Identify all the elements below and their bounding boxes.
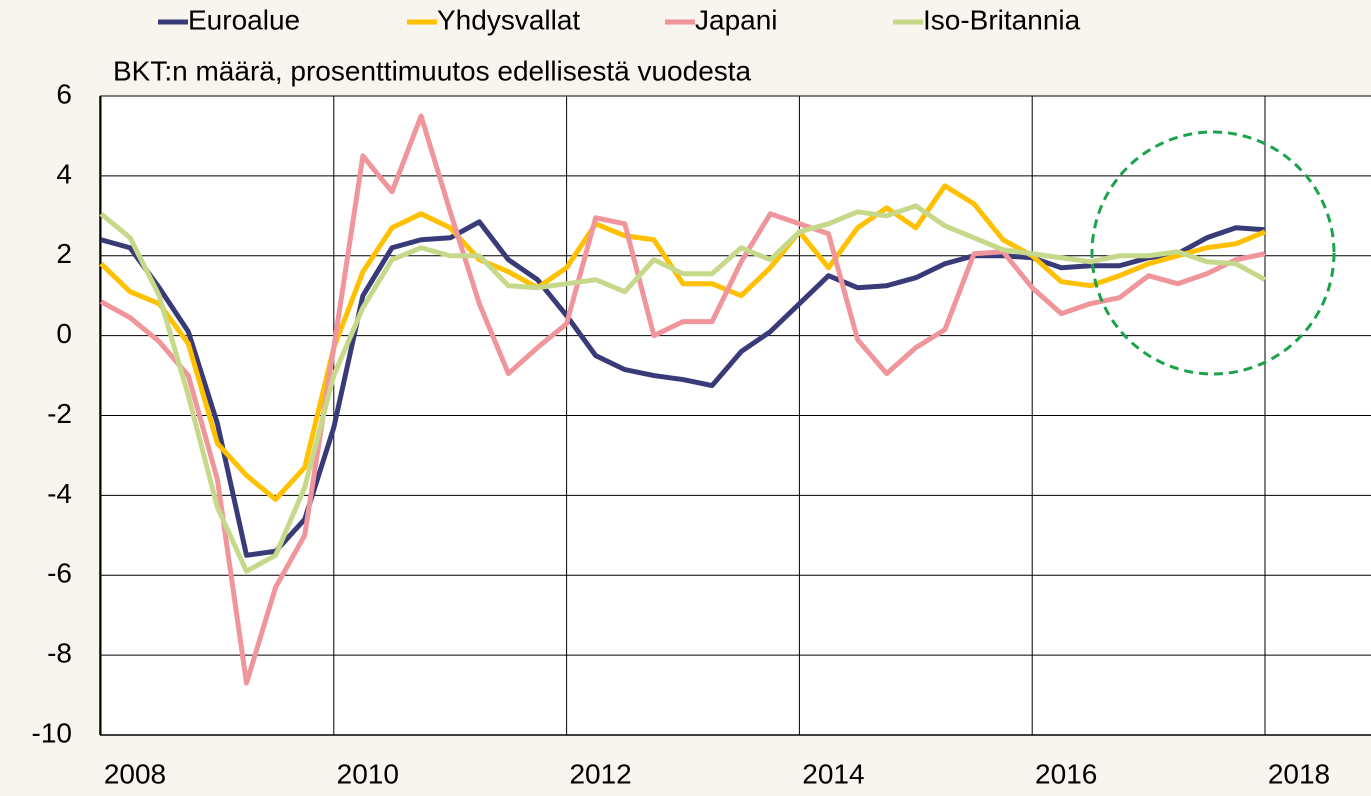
y-tick-label: -6: [47, 558, 72, 589]
y-tick-label: -2: [47, 398, 72, 429]
y-tick-label: 6: [56, 78, 72, 109]
y-tick-label: -4: [47, 478, 72, 509]
series-line: [99, 183, 1266, 502]
legend-label: Yhdysvallat: [437, 4, 580, 35]
series-line: [99, 203, 1267, 574]
highlight-circle: [1090, 130, 1336, 376]
x-tick-label: 2012: [569, 758, 631, 789]
y-tick-label: 4: [56, 158, 72, 189]
legend-label: Iso-Britannia: [923, 4, 1081, 35]
y-tick-label: -8: [47, 638, 72, 669]
x-tick-label: 2008: [104, 758, 166, 789]
y-tick-label: 2: [56, 238, 72, 269]
x-tick-label: 2018: [1268, 758, 1330, 789]
x-tick-label: 2016: [1035, 758, 1097, 789]
x-tick-label: 2014: [802, 758, 864, 789]
y-tick-label: -10: [32, 717, 72, 748]
series-line: [99, 113, 1266, 686]
legend-label: Euroalue: [188, 4, 300, 35]
x-tick-label: 2010: [337, 758, 399, 789]
legend-label: Japani: [695, 4, 778, 35]
y-tick-label: 0: [56, 318, 72, 349]
annotation: BKT:n määrä, prosenttimuutos edellisestä…: [113, 55, 752, 86]
series-line: [100, 219, 1266, 558]
